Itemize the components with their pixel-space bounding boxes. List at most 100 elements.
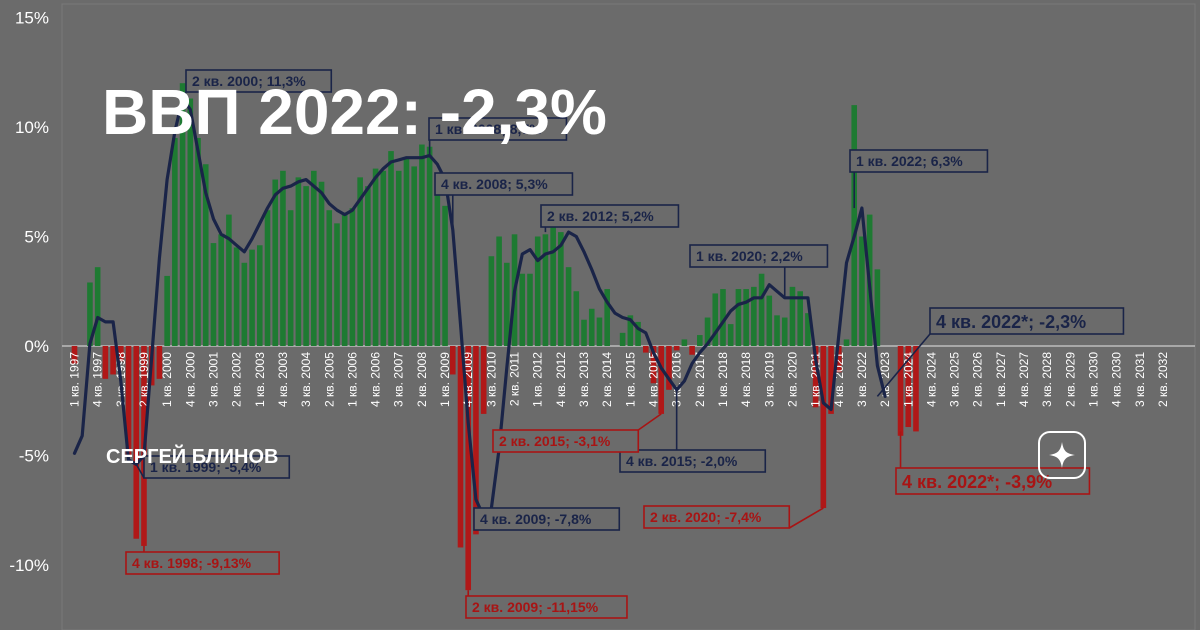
annotation-label: 4 кв. 2008; 5,3% <box>441 176 548 192</box>
annotation-box <box>465 595 628 619</box>
bar <box>256 245 263 346</box>
bar <box>303 186 309 346</box>
bar <box>781 317 788 346</box>
bar <box>789 286 796 346</box>
bar <box>573 291 580 346</box>
y-tick-label: 5% <box>24 228 49 247</box>
bar <box>642 346 649 353</box>
annotation-box <box>434 172 574 196</box>
bar <box>457 346 464 548</box>
bar <box>905 346 912 428</box>
bar <box>473 346 479 535</box>
bar <box>689 346 695 355</box>
annotation-label: 1 кв. 2020; 2,2% <box>696 248 803 264</box>
bar <box>874 269 881 346</box>
annotation-box <box>428 117 568 141</box>
x-tick-label: 4 кв. 2015 <box>647 352 661 407</box>
bar <box>596 317 603 346</box>
y-tick-label: 0% <box>24 337 49 356</box>
bar <box>635 321 641 346</box>
bar <box>164 275 170 346</box>
bar <box>218 234 224 346</box>
x-tick-label: 4 кв. 2006 <box>369 352 383 407</box>
bar <box>434 172 441 346</box>
bar <box>87 282 93 346</box>
x-tick-label: 3 кв. 2022 <box>855 352 869 407</box>
bar <box>843 339 850 346</box>
y-tick-label: 10% <box>15 118 49 137</box>
headline: ВВП 2022: -2,3% <box>102 76 607 148</box>
bar <box>465 346 472 591</box>
bar <box>280 170 286 346</box>
x-tick-label: 4 кв. 2000 <box>183 352 197 407</box>
x-tick-label: 4 кв. 2003 <box>276 352 290 407</box>
y-tick-label: 15% <box>15 9 49 28</box>
bar <box>110 346 116 375</box>
annotation-label: 1 кв. 2022; 6,3% <box>856 153 963 169</box>
annotation-box <box>849 149 989 173</box>
bar <box>357 177 363 346</box>
x-tick-label: 1 кв. 2000 <box>160 352 174 407</box>
bar <box>349 208 356 346</box>
bar <box>720 289 726 346</box>
bar <box>519 273 526 346</box>
sparkle-icon <box>1049 442 1075 468</box>
bar <box>496 236 502 346</box>
bar <box>272 179 279 346</box>
bar <box>812 346 819 408</box>
bar <box>249 249 255 346</box>
bar <box>372 168 379 346</box>
x-tick-label: 1 кв. 2009 <box>438 352 452 407</box>
x-tick-label: 3 кв. 2031 <box>1133 352 1147 407</box>
x-tick-label: 2 кв. 2029 <box>1063 352 1077 407</box>
annotation-box <box>473 507 621 531</box>
bar <box>179 83 186 346</box>
annotation-leader <box>788 507 824 529</box>
x-tick-label: 3 кв. 2001 <box>206 352 220 407</box>
annotation-label: 2 кв. 2020; -7,4% <box>650 509 762 525</box>
bar <box>241 262 248 346</box>
x-tick-label: 3 кв. 2007 <box>392 352 406 407</box>
x-tick-label: 3 кв. 2016 <box>670 352 684 407</box>
annotation-label: 4 кв. 2015; -2,0% <box>626 453 738 469</box>
bar <box>604 289 610 346</box>
bar <box>588 308 595 346</box>
bar <box>125 346 132 456</box>
x-tick-label: 3 кв. 2019 <box>762 352 776 407</box>
x-tick-label: 4 кв. 2012 <box>554 352 568 407</box>
x-tick-label: 2 кв. 2017 <box>693 352 707 407</box>
x-tick-label: 3 кв. 2013 <box>577 352 591 407</box>
bar <box>727 324 734 346</box>
x-tick-label: 2 кв. 2002 <box>230 352 244 407</box>
sparkle-badge[interactable] <box>1038 431 1086 479</box>
bar <box>820 346 827 509</box>
annotation-box <box>540 204 680 228</box>
bar <box>388 151 394 346</box>
annotation-box <box>125 551 280 575</box>
bar <box>758 273 765 346</box>
annotation-box <box>895 467 1091 495</box>
bar <box>411 166 417 346</box>
annotation-box <box>643 505 791 529</box>
bar <box>380 170 387 346</box>
x-tick-label: 2 кв. 2008 <box>415 352 429 407</box>
bar <box>527 273 533 346</box>
annotation-leader <box>181 91 187 99</box>
bar <box>311 170 317 346</box>
bar <box>504 262 510 346</box>
bar <box>195 137 201 346</box>
author-name: СЕРГЕЙ БЛИНОВ <box>106 446 279 468</box>
bar <box>650 346 657 384</box>
bar <box>859 236 865 346</box>
bar <box>627 315 634 346</box>
x-tick-label: 4 кв. 1997 <box>91 352 105 407</box>
bar <box>666 346 672 390</box>
bar <box>712 293 719 346</box>
bar <box>704 317 711 346</box>
x-tick-label: 1 кв. 2006 <box>345 352 359 407</box>
x-tick-label: 1 кв. 2015 <box>623 352 637 407</box>
bar <box>913 346 919 432</box>
annotation-box <box>185 69 333 93</box>
bar <box>558 232 564 346</box>
